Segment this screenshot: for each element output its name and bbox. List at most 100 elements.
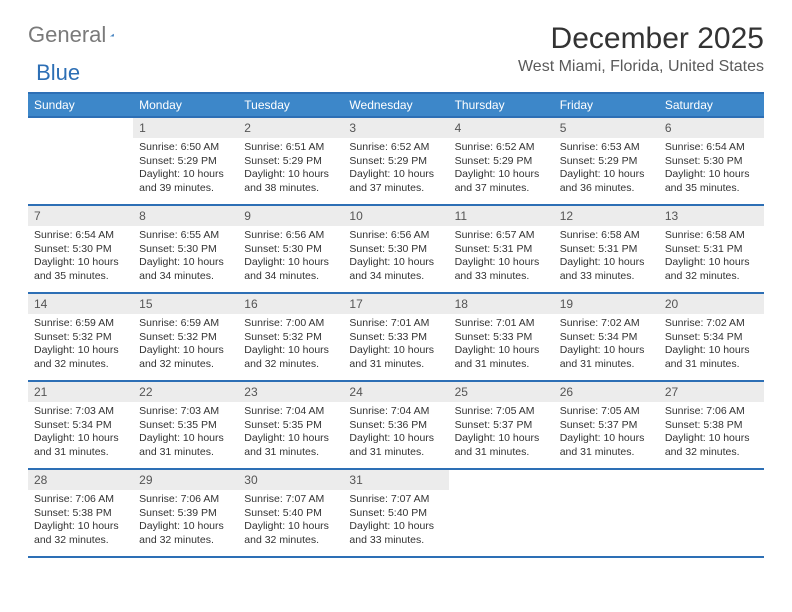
day-header: Thursday: [449, 93, 554, 117]
day-line: Sunset: 5:34 PM: [665, 331, 758, 345]
day-body: Sunrise: 7:01 AMSunset: 5:33 PMDaylight:…: [449, 314, 554, 377]
day-body: Sunrise: 7:03 AMSunset: 5:35 PMDaylight:…: [133, 402, 238, 465]
day-line: Sunset: 5:30 PM: [139, 243, 232, 257]
calendar-cell: 19Sunrise: 7:02 AMSunset: 5:34 PMDayligh…: [554, 293, 659, 381]
day-body: Sunrise: 7:00 AMSunset: 5:32 PMDaylight:…: [238, 314, 343, 377]
day-line: Daylight: 10 hours: [665, 256, 758, 270]
day-line: and 31 minutes.: [665, 358, 758, 372]
day-number: 4: [449, 118, 554, 138]
day-line: Sunset: 5:35 PM: [139, 419, 232, 433]
day-line: and 33 minutes.: [349, 534, 442, 548]
day-line: Sunrise: 7:06 AM: [139, 493, 232, 507]
day-body: Sunrise: 6:58 AMSunset: 5:31 PMDaylight:…: [554, 226, 659, 289]
day-line: Sunset: 5:38 PM: [665, 419, 758, 433]
day-body: Sunrise: 6:52 AMSunset: 5:29 PMDaylight:…: [449, 138, 554, 201]
logo: General: [28, 22, 134, 48]
day-line: Sunset: 5:40 PM: [244, 507, 337, 521]
day-number: 26: [554, 382, 659, 402]
calendar-cell: [28, 117, 133, 205]
day-line: Daylight: 10 hours: [139, 344, 232, 358]
day-body: Sunrise: 7:05 AMSunset: 5:37 PMDaylight:…: [449, 402, 554, 465]
day-line: and 31 minutes.: [560, 358, 653, 372]
calendar-cell: 8Sunrise: 6:55 AMSunset: 5:30 PMDaylight…: [133, 205, 238, 293]
day-line: Sunrise: 7:03 AM: [139, 405, 232, 419]
day-line: Sunset: 5:31 PM: [560, 243, 653, 257]
day-body: Sunrise: 6:59 AMSunset: 5:32 PMDaylight:…: [28, 314, 133, 377]
day-body: Sunrise: 6:53 AMSunset: 5:29 PMDaylight:…: [554, 138, 659, 201]
calendar-cell: 30Sunrise: 7:07 AMSunset: 5:40 PMDayligh…: [238, 469, 343, 557]
day-number: 11: [449, 206, 554, 226]
day-line: Daylight: 10 hours: [455, 432, 548, 446]
day-line: and 31 minutes.: [455, 446, 548, 460]
day-line: and 38 minutes.: [244, 182, 337, 196]
day-line: Sunrise: 6:56 AM: [244, 229, 337, 243]
day-line: and 32 minutes.: [244, 358, 337, 372]
day-body: Sunrise: 6:57 AMSunset: 5:31 PMDaylight:…: [449, 226, 554, 289]
day-line: Sunset: 5:38 PM: [34, 507, 127, 521]
day-line: Sunset: 5:33 PM: [349, 331, 442, 345]
logo-text-blue: Blue: [36, 60, 80, 86]
day-line: Daylight: 10 hours: [244, 168, 337, 182]
day-line: Daylight: 10 hours: [560, 168, 653, 182]
day-number: 19: [554, 294, 659, 314]
logo-triangle-icon: [110, 26, 114, 44]
day-line: and 31 minutes.: [34, 446, 127, 460]
day-line: and 32 minutes.: [34, 534, 127, 548]
day-body: Sunrise: 6:52 AMSunset: 5:29 PMDaylight:…: [343, 138, 448, 201]
calendar-week-row: 1Sunrise: 6:50 AMSunset: 5:29 PMDaylight…: [28, 117, 764, 205]
calendar-cell: 10Sunrise: 6:56 AMSunset: 5:30 PMDayligh…: [343, 205, 448, 293]
day-line: Sunrise: 7:06 AM: [34, 493, 127, 507]
day-line: Sunset: 5:34 PM: [560, 331, 653, 345]
day-number: 15: [133, 294, 238, 314]
day-body: Sunrise: 7:04 AMSunset: 5:36 PMDaylight:…: [343, 402, 448, 465]
day-line: Sunrise: 7:02 AM: [665, 317, 758, 331]
day-line: and 32 minutes.: [139, 358, 232, 372]
day-line: Sunrise: 7:07 AM: [244, 493, 337, 507]
day-number: 27: [659, 382, 764, 402]
day-line: Sunrise: 6:58 AM: [560, 229, 653, 243]
day-line: Sunrise: 6:50 AM: [139, 141, 232, 155]
day-line: Sunrise: 7:03 AM: [34, 405, 127, 419]
day-line: Sunrise: 6:56 AM: [349, 229, 442, 243]
day-line: Sunset: 5:32 PM: [34, 331, 127, 345]
day-body: Sunrise: 6:56 AMSunset: 5:30 PMDaylight:…: [238, 226, 343, 289]
day-line: Daylight: 10 hours: [34, 432, 127, 446]
day-line: and 34 minutes.: [244, 270, 337, 284]
calendar-week-row: 14Sunrise: 6:59 AMSunset: 5:32 PMDayligh…: [28, 293, 764, 381]
day-line: Sunset: 5:29 PM: [139, 155, 232, 169]
day-line: Daylight: 10 hours: [139, 256, 232, 270]
day-line: and 32 minutes.: [139, 534, 232, 548]
calendar-cell: [554, 469, 659, 557]
day-line: Daylight: 10 hours: [349, 344, 442, 358]
day-header: Friday: [554, 93, 659, 117]
day-line: Sunrise: 7:00 AM: [244, 317, 337, 331]
calendar-table: Sunday Monday Tuesday Wednesday Thursday…: [28, 92, 764, 558]
day-line: Daylight: 10 hours: [244, 256, 337, 270]
day-line: Daylight: 10 hours: [455, 344, 548, 358]
day-number: 13: [659, 206, 764, 226]
day-line: Sunset: 5:29 PM: [560, 155, 653, 169]
day-body: Sunrise: 6:54 AMSunset: 5:30 PMDaylight:…: [659, 138, 764, 201]
calendar-cell: 4Sunrise: 6:52 AMSunset: 5:29 PMDaylight…: [449, 117, 554, 205]
day-line: Daylight: 10 hours: [349, 432, 442, 446]
day-number: 20: [659, 294, 764, 314]
day-line: Daylight: 10 hours: [349, 168, 442, 182]
day-line: Sunrise: 7:05 AM: [560, 405, 653, 419]
day-number: 16: [238, 294, 343, 314]
day-line: Sunset: 5:30 PM: [34, 243, 127, 257]
day-line: Daylight: 10 hours: [244, 344, 337, 358]
day-line: Sunrise: 6:52 AM: [349, 141, 442, 155]
day-line: Sunset: 5:37 PM: [560, 419, 653, 433]
calendar-cell: 3Sunrise: 6:52 AMSunset: 5:29 PMDaylight…: [343, 117, 448, 205]
calendar-cell: 24Sunrise: 7:04 AMSunset: 5:36 PMDayligh…: [343, 381, 448, 469]
day-number: 7: [28, 206, 133, 226]
day-line: Sunset: 5:30 PM: [665, 155, 758, 169]
day-number: 22: [133, 382, 238, 402]
day-line: Daylight: 10 hours: [349, 520, 442, 534]
day-number: 10: [343, 206, 448, 226]
day-line: and 39 minutes.: [139, 182, 232, 196]
day-line: Sunset: 5:30 PM: [349, 243, 442, 257]
day-line: Sunset: 5:32 PM: [139, 331, 232, 345]
day-line: Sunset: 5:39 PM: [139, 507, 232, 521]
day-line: Sunrise: 7:05 AM: [455, 405, 548, 419]
